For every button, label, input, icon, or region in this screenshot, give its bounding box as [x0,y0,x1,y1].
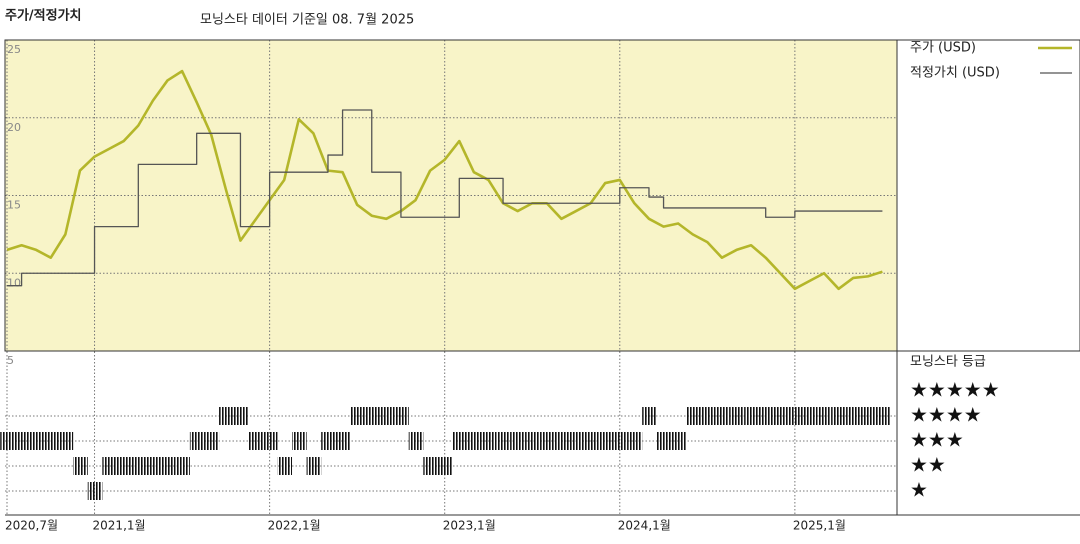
rating-level-label: ★ [910,478,928,502]
rating-bar [467,432,482,450]
legend-label: 적정가치 (USD) [910,66,1000,81]
rating-bar [204,432,220,450]
y-tick-label: 10 [7,276,21,289]
rating-bar [671,432,686,450]
rating-bar [642,407,657,425]
rating-bar [627,432,643,450]
rating-bar [452,432,468,450]
rating-bar [379,407,395,425]
rating-level-label: ★★★★ [910,403,982,427]
rating-bar [656,432,672,450]
rating-bar [146,457,161,475]
rating-bar [510,432,526,450]
rating-bar [219,407,234,425]
rating-bar [861,407,876,425]
x-tick-label: 2025,1월 [793,519,846,533]
rating-bar [262,432,278,450]
y-tick-label: 5 [7,354,14,367]
rating-bar [423,457,438,475]
y-tick-label: 15 [7,199,21,212]
rating-bar [875,407,891,425]
rating-bar [569,432,584,450]
rating-level-label: ★★★ [910,428,964,452]
rating-bar [175,457,190,475]
rating-bar [540,432,555,450]
x-tick-label: 2020,7월 [5,519,58,533]
rating-bar [102,457,117,475]
rating-bar [131,457,147,475]
rating-bar [408,432,424,450]
rating-level-label: ★★★★★ [910,378,1000,402]
rating-bar [306,457,322,475]
rating-bar [554,432,570,450]
rating-bar [583,432,599,450]
rating-bar [758,407,774,425]
rating-bar [481,432,497,450]
x-tick-label: 2024,1월 [618,519,671,533]
rating-bar [58,432,74,450]
rating-bar [29,432,44,450]
rating-bar [73,457,88,475]
chart-subtitle: 모닝스타 데이터 기준일 08. 7월 2025 [200,13,414,28]
rating-bar [292,432,307,450]
rating-bar [14,432,30,450]
rating-bar [729,407,745,425]
rating-bar [612,432,628,450]
rating-bar [233,407,249,425]
rating-bar [700,407,716,425]
rating-bar [773,407,789,425]
rating-bar [817,407,832,425]
rating-bar [43,432,59,450]
rating-bar [335,432,351,450]
rating-bar [321,432,336,450]
x-tick-label: 2021,1월 [93,519,146,533]
rating-bar [350,407,365,425]
x-tick-label: 2023,1월 [443,519,496,533]
top-frame [4,39,1080,352]
rating-bar [160,457,176,475]
rating-bar [437,457,453,475]
rating-bar [0,432,15,450]
rating-bar [831,407,847,425]
rating-bar [525,432,541,450]
rating-level-label: ★★ [910,453,946,477]
rating-bar [277,457,293,475]
rating-bar [496,432,511,450]
rating-bar [248,432,263,450]
legend-label: 주가 (USD) [910,41,976,56]
rating-bar [189,432,205,450]
series-line [6,69,883,291]
rating-title: 모닝스타 등급 [910,355,986,370]
rating-bar [715,407,730,425]
rating-bar [598,432,613,450]
rating-bar [744,407,759,425]
series-line [7,109,883,287]
rating-bar [364,407,380,425]
chart-title: 주가/적정가치 [5,8,82,24]
y-tick-label: 20 [7,121,21,134]
rating-bar [788,407,803,425]
rating-bar [116,457,132,475]
y-tick-label: 25 [7,43,21,56]
rating-bar [802,407,818,425]
rating-bar [87,482,103,500]
rating-bar [846,407,862,425]
rating-bar [394,407,409,425]
rating-bar [685,407,701,425]
x-tick-label: 2022,1월 [268,519,321,533]
